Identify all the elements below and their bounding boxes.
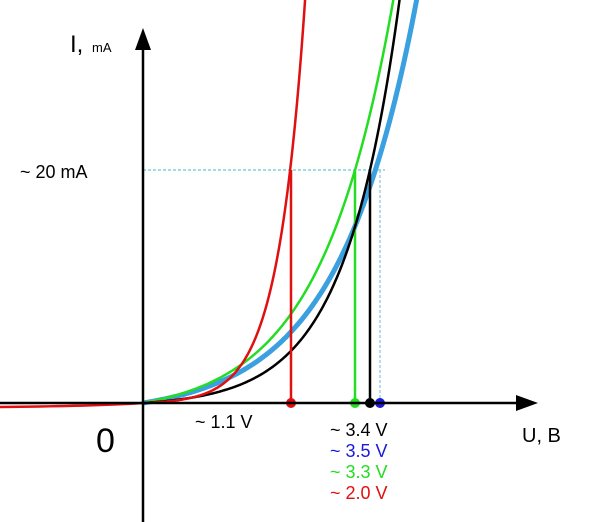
iv-curve bbox=[142, 0, 401, 405]
voltage-label: ~ 3.5 V bbox=[330, 441, 388, 461]
y-arrow bbox=[135, 28, 151, 50]
current-level-label: ~ 20 mA bbox=[20, 162, 88, 182]
iv-curve bbox=[142, 0, 420, 406]
origin-label: 0 bbox=[96, 422, 115, 460]
y-axis-unit: mA bbox=[92, 40, 112, 55]
x-axis-label: U, B bbox=[522, 425, 561, 447]
voltage-label: ~ 3.4 V bbox=[330, 420, 388, 440]
curves bbox=[0, 0, 420, 409]
voltage-label: ~ 3.3 V bbox=[330, 462, 388, 482]
knee-voltage-label: ~ 1.1 V bbox=[195, 412, 253, 432]
x-arrow bbox=[516, 395, 538, 411]
voltage-label: ~ 2.0 V bbox=[330, 483, 388, 503]
iv-curve bbox=[0, 0, 307, 409]
iv-curve bbox=[142, 0, 395, 405]
y-axis-label: I, bbox=[70, 31, 83, 58]
